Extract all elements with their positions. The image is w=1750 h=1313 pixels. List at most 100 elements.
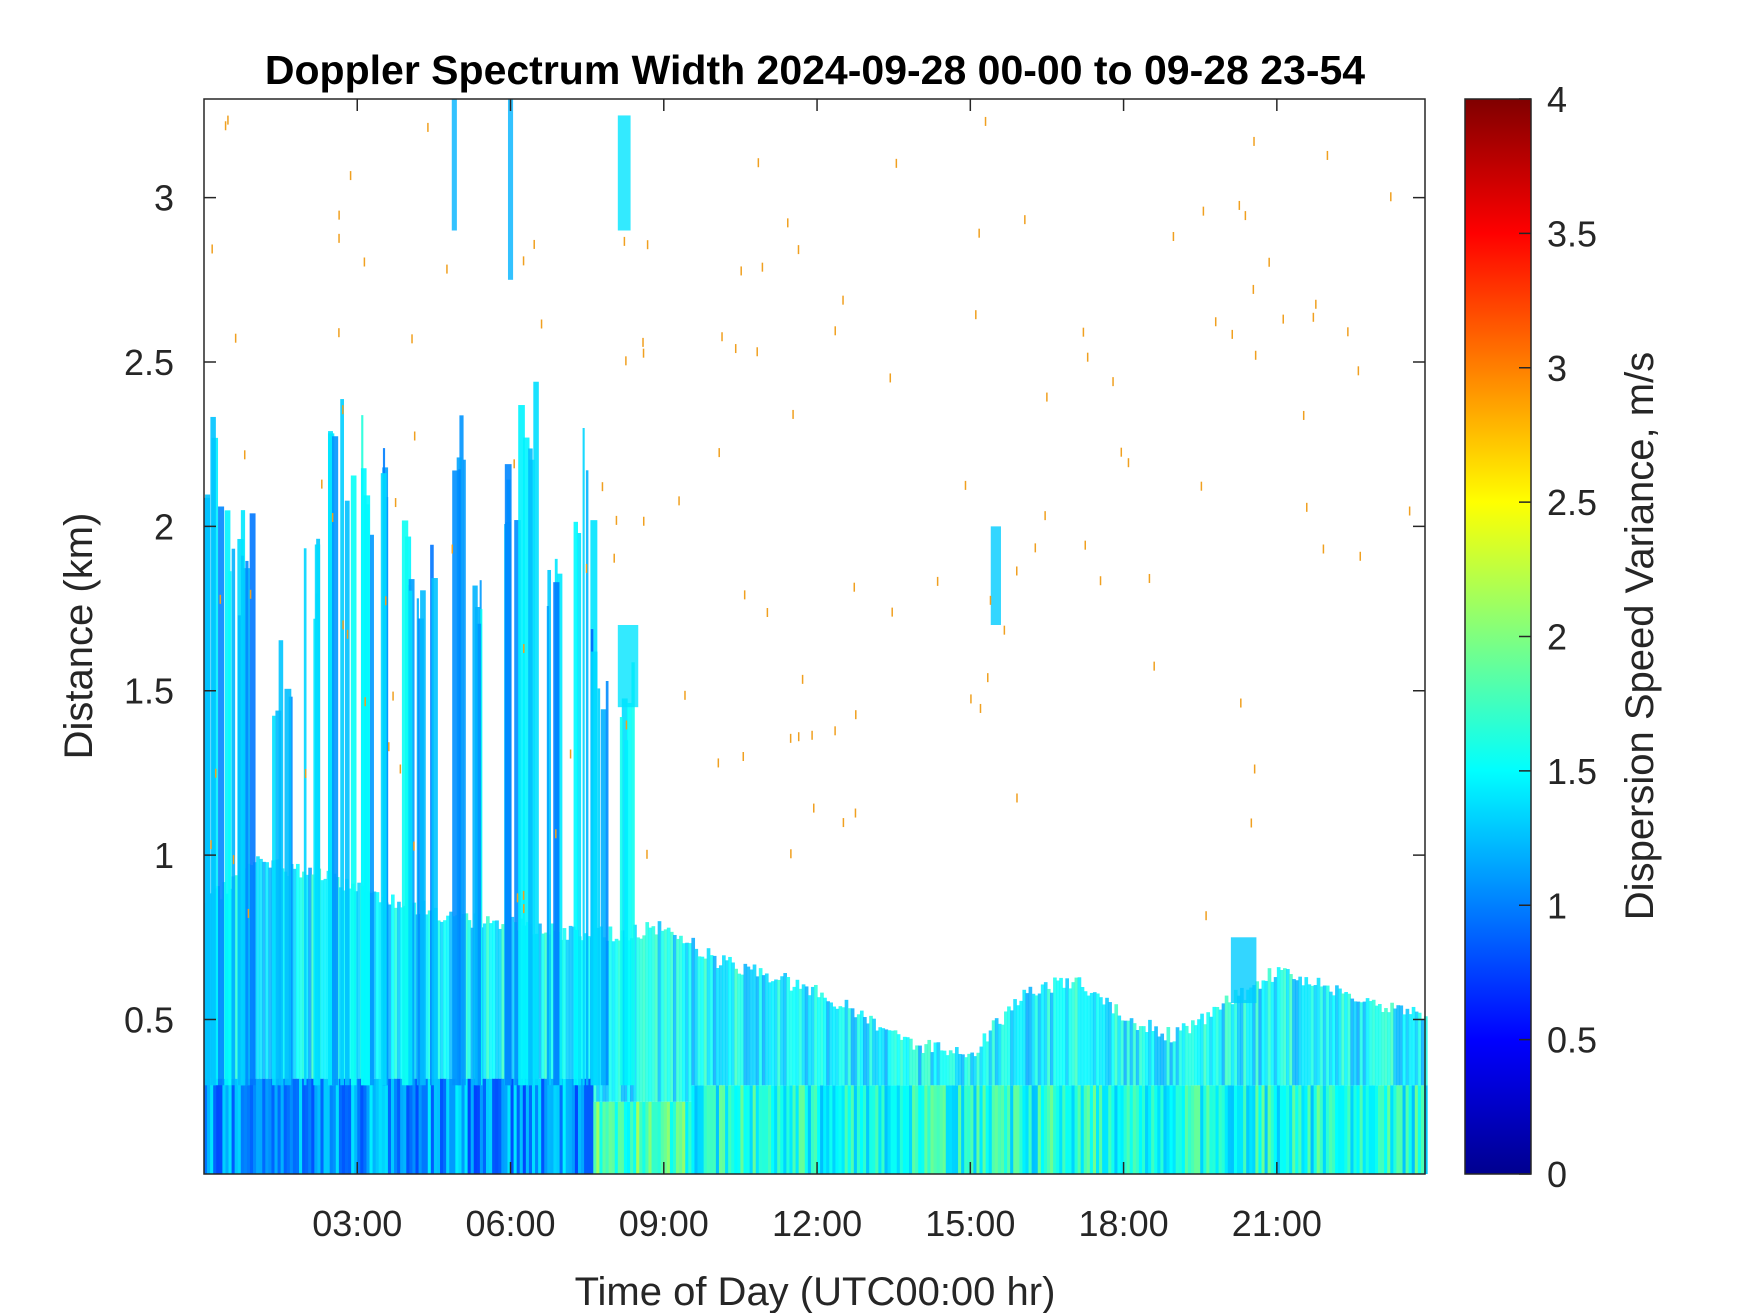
heatmap-speck xyxy=(964,480,967,490)
heatmap-cell xyxy=(792,1085,797,1174)
heatmap-cell xyxy=(697,956,702,1086)
heatmap-speck xyxy=(219,594,222,604)
heatmap-speck xyxy=(513,459,515,469)
heatmap-cell xyxy=(1071,982,1076,1086)
heatmap-cell xyxy=(498,1078,502,1174)
heatmap-cell xyxy=(538,923,542,1079)
heatmap-plume xyxy=(344,500,350,1086)
heatmap-plume xyxy=(597,688,601,1086)
heatmap-cell xyxy=(1111,1085,1115,1174)
heatmap-cell xyxy=(1399,1085,1404,1174)
heatmap-cell xyxy=(777,1085,781,1174)
heatmap-cell xyxy=(1040,984,1045,1086)
heatmap-cell xyxy=(544,1078,548,1174)
heatmap-cell xyxy=(1276,967,1281,1086)
heatmap-cell xyxy=(832,1006,837,1086)
heatmap-plume xyxy=(331,436,339,1086)
heatmap-speck xyxy=(842,818,845,828)
heatmap-cell xyxy=(912,1049,916,1086)
heatmap-cell xyxy=(1043,982,1048,1086)
heatmap-speck xyxy=(792,409,794,419)
heatmap-cell xyxy=(1187,1085,1192,1174)
heatmap-plume xyxy=(407,590,413,1086)
heatmap-cell xyxy=(679,1101,683,1174)
heatmap-speck xyxy=(1046,392,1048,402)
heatmap-cell xyxy=(1356,1001,1361,1086)
heatmap-plume xyxy=(518,405,525,1086)
heatmap-speck xyxy=(446,264,448,274)
heatmap-cell xyxy=(1230,1004,1235,1086)
heatmap-cell xyxy=(820,992,824,1086)
heatmap-plume xyxy=(420,590,426,1086)
heatmap-speck xyxy=(427,122,429,132)
heatmap-cell xyxy=(1184,1085,1189,1174)
heatmap-cell xyxy=(427,910,432,1079)
heatmap-cell xyxy=(623,1101,628,1174)
heatmap-cell xyxy=(449,1078,453,1174)
heatmap-cell xyxy=(292,868,297,1079)
heatmap-cell xyxy=(1301,985,1306,1086)
heatmap-cell xyxy=(1396,1085,1401,1174)
heatmap-cell xyxy=(556,1078,561,1174)
heatmap-cell xyxy=(1279,1085,1284,1174)
heatmap-cell xyxy=(531,1078,536,1174)
heatmap-cell xyxy=(771,981,775,1086)
heatmap-cell xyxy=(1022,1085,1027,1174)
heatmap-cell xyxy=(587,936,591,1079)
heatmap-cell xyxy=(1341,993,1345,1086)
heatmap-cell xyxy=(599,1101,604,1174)
heatmap-speck xyxy=(797,732,800,742)
heatmap-cell xyxy=(1292,1085,1296,1174)
heatmap-cell xyxy=(958,1053,962,1086)
heatmap-cell xyxy=(1062,1085,1066,1174)
heatmap-cell xyxy=(1270,1085,1275,1174)
heatmap-cell xyxy=(768,982,772,1086)
heatmap-cell xyxy=(703,1085,708,1174)
heatmap-cell xyxy=(712,1085,717,1174)
heatmap-cell xyxy=(633,1101,637,1174)
heatmap-speck xyxy=(1016,566,1018,576)
heatmap-cell xyxy=(329,1078,334,1174)
heatmap-cell xyxy=(1013,999,1017,1086)
heatmap-cell xyxy=(237,1078,242,1174)
heatmap-cell xyxy=(627,1101,631,1174)
heatmap-cell xyxy=(645,922,650,1102)
heatmap-cell xyxy=(1108,1085,1112,1174)
heatmap-speck xyxy=(413,841,415,851)
heatmap-cell xyxy=(881,1085,886,1174)
heatmap-speck xyxy=(1359,551,1362,561)
heatmap-cell xyxy=(810,986,815,1086)
heatmap-cell xyxy=(314,1078,319,1174)
heatmap-cell xyxy=(311,1078,315,1174)
heatmap-plume xyxy=(582,427,585,1086)
x-tick-label: 09:00 xyxy=(619,1203,709,1244)
heatmap-cell xyxy=(433,1078,438,1174)
heatmap-plume xyxy=(624,740,629,1086)
heatmap-cell xyxy=(979,1085,984,1174)
heatmap-cell xyxy=(1172,1041,1177,1086)
heatmap-speck xyxy=(623,236,626,246)
heatmap-cell xyxy=(1414,1085,1419,1174)
heatmap-speck xyxy=(855,710,857,720)
heatmap-speck xyxy=(331,513,334,522)
heatmap-speck xyxy=(936,576,939,586)
heatmap-speck xyxy=(411,334,413,344)
heatmap-cell xyxy=(1022,989,1027,1086)
heatmap-cell xyxy=(571,1078,576,1174)
heatmap-cell xyxy=(1310,1085,1315,1174)
heatmap-speck xyxy=(385,596,387,606)
heatmap-cell xyxy=(1181,1023,1186,1086)
heatmap-cell xyxy=(381,1078,386,1174)
heatmap-cell xyxy=(1046,988,1051,1086)
heatmap-cell xyxy=(1178,1085,1183,1174)
heatmap-cell xyxy=(1175,1027,1180,1086)
heatmap-cell xyxy=(1126,1085,1131,1174)
heatmap-cell xyxy=(394,1078,398,1174)
heatmap-speck xyxy=(601,482,604,492)
heatmap-speck xyxy=(342,405,344,415)
heatmap-cell xyxy=(642,1101,646,1174)
heatmap-cell xyxy=(559,1078,564,1174)
heatmap-cell xyxy=(954,1085,959,1174)
heatmap-cell xyxy=(256,1078,260,1174)
heatmap-cell xyxy=(1218,1085,1223,1174)
